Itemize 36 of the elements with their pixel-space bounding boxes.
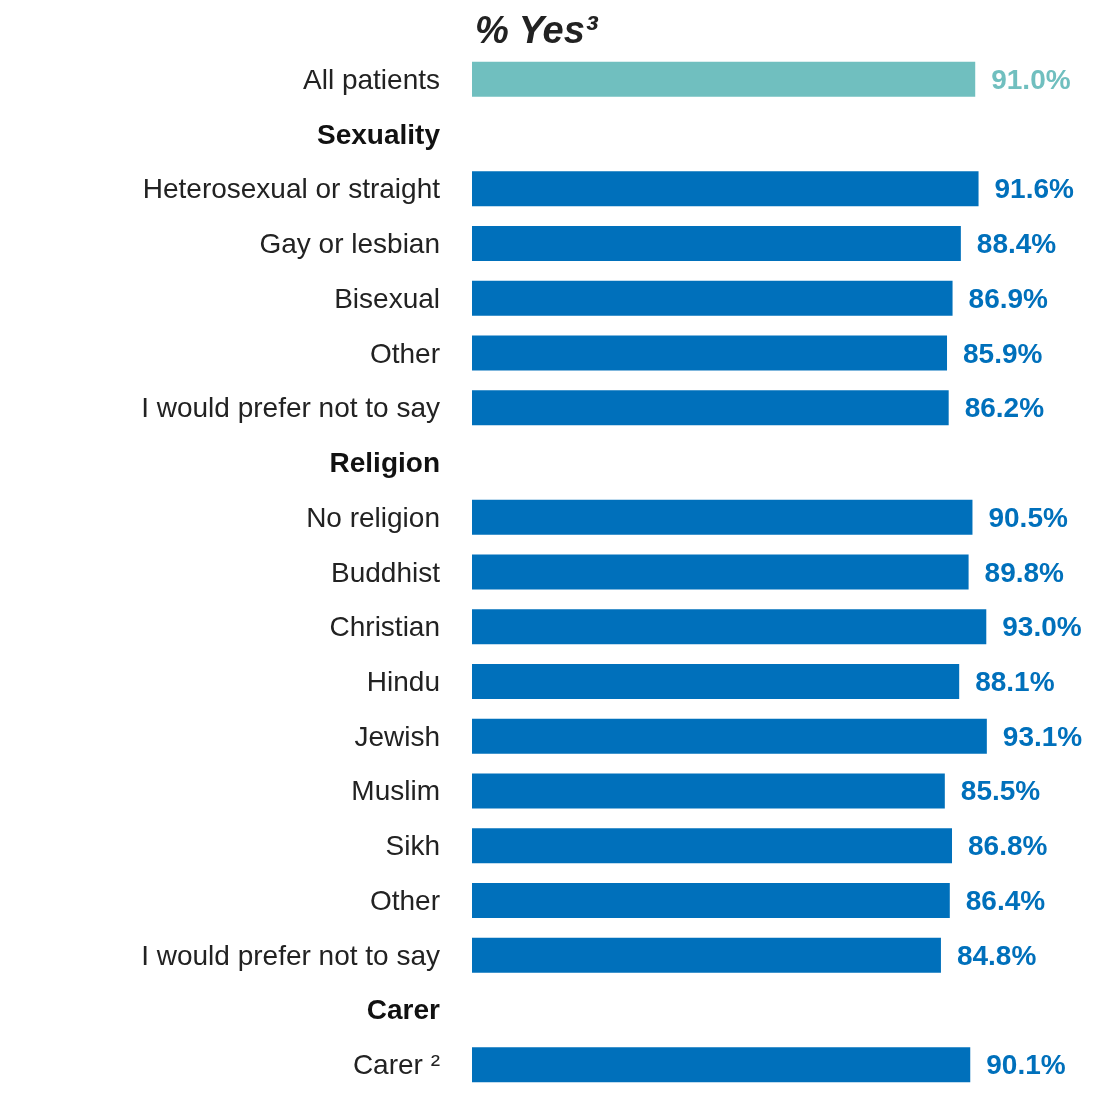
y-tick-label: Bisexual [334,282,440,314]
y-tick-label: I would prefer not to say [141,939,440,971]
data-label: 91.6% [994,173,1075,205]
data-label: 90.1% [986,1049,1066,1081]
y-tick-label: Carer [366,994,441,1026]
data-label: 86.9% [968,282,1049,314]
y-tick-label: Heterosexual or straight [142,173,441,205]
y-tick-label: Buddhist [331,556,441,588]
y-tick-label: Gay or lesbian [259,228,440,260]
data-label: 86.2% [964,392,1045,424]
y-tick-label: Christian [329,611,440,643]
y-tick-label: Other [369,337,440,369]
y-tick-label: Other [369,884,440,916]
data-label: 85.5% [960,775,1041,807]
data-label: 86.8% [968,830,1048,862]
data-label: 85.9% [963,337,1043,369]
data-label: 88.4% [976,228,1057,260]
y-tick-label: Sikh [385,830,440,862]
data-label: 91.0% [991,63,1071,95]
y-tick-label: Religion [329,447,440,479]
y-tick-label: Carer ² [352,1049,440,1081]
y-tick-label: Hindu [366,665,440,697]
data-label: 86.4% [965,884,1046,916]
chart-title: % Yes³ [475,9,599,51]
data-label: 90.5% [988,501,1068,533]
y-tick-label: No religion [306,501,440,533]
y-tick-label: I would prefer not to say [141,392,440,424]
y-tick-label: All patients [303,63,440,95]
data-label: 89.8% [984,556,1065,588]
data-label: 93.0% [1002,611,1082,643]
y-tick-label: Muslim [351,775,440,807]
data-label: 93.1% [1002,720,1083,752]
data-label: 88.1% [975,665,1055,697]
y-tick-label: Sexuality [317,118,441,150]
y-tick-label: Jewish [354,720,440,752]
data-label: 84.8% [956,939,1037,971]
